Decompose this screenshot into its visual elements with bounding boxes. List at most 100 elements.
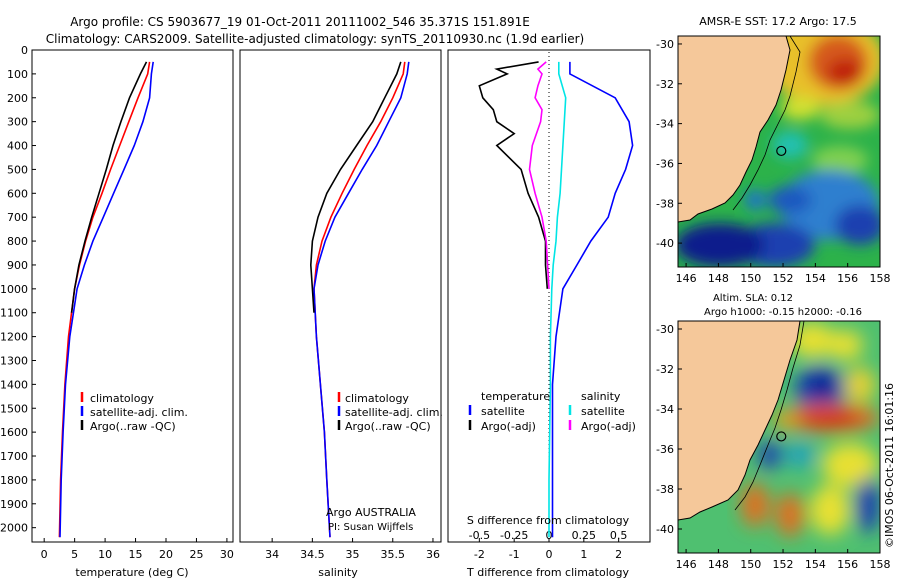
s-tick-label: 0.5 — [610, 529, 628, 542]
lat-tick-label: -32 — [656, 78, 674, 91]
depth-tick-label: 1800 — [0, 474, 28, 487]
salinity-legend: climatology satellite-adj. clim. Argo(..… — [337, 392, 443, 433]
x-tick-label: -2 — [474, 548, 485, 561]
salinity-axes-box — [239, 49, 442, 543]
depth-tick-label: 1900 — [0, 498, 28, 511]
lon-tick-label: 146 — [676, 558, 697, 571]
x-tick-label: 5 — [71, 548, 78, 561]
series-temperature-argo-adj — [478, 61, 549, 289]
lat-tick-label: -40 — [656, 523, 674, 536]
x-tick-label: 34 — [265, 548, 279, 561]
s-tick-label: -0.5 — [469, 529, 490, 542]
legend-label-argo: Argo(..raw -QC) — [345, 420, 431, 433]
lon-tick-label: 156 — [837, 558, 858, 571]
owner-label: Argo AUSTRALIA — [326, 506, 416, 519]
legend-label-argo: Argo(..raw -QC) — [90, 420, 176, 433]
x-tick-label: -1 — [509, 548, 520, 561]
x-tick-label: 35 — [346, 548, 360, 561]
lon-tick-label: 156 — [837, 272, 858, 285]
legend-label-s-satellite: satellite — [581, 405, 625, 418]
sla-map: Altim. SLA: 0.12 Argo h1000: -0.15 h2000… — [656, 293, 890, 571]
legend-label-climatology: climatology — [345, 392, 409, 405]
depth-tick-label: 600 — [7, 187, 28, 200]
sst-land — [678, 36, 791, 223]
x-tick-label: 35.5 — [381, 548, 406, 561]
sst-argo-marker — [776, 145, 787, 157]
legend-label-t-argo: Argo(-adj) — [481, 420, 536, 433]
depth-tick-label: 1600 — [0, 426, 28, 439]
sla-land — [678, 321, 801, 521]
temperature-panel: 0100200300400500600700800900100011001200… — [0, 44, 234, 579]
depth-tick-label: 1700 — [0, 450, 28, 463]
lat-tick-label: -38 — [656, 197, 674, 210]
temperature-xlabel: temperature (deg C) — [75, 566, 188, 579]
x-tick-label: 1 — [580, 548, 587, 561]
legend-label-satellite: satellite-adj. clim. — [345, 406, 443, 419]
sla-map-subtitle: Argo h1000: -0.15 h2000: -0.16 — [704, 307, 862, 318]
x-tick-label: 0 — [546, 548, 553, 561]
x-tick-label: 0 — [41, 548, 48, 561]
lon-tick-label: 150 — [740, 558, 761, 571]
sst-blobs — [678, 36, 880, 267]
t-difference-label: T difference from climatology — [466, 566, 629, 579]
lat-tick-label: -30 — [656, 38, 674, 51]
series-salinity-argo-adj — [528, 61, 550, 289]
x-tick-label: 10 — [98, 548, 112, 561]
lon-tick-label: 150 — [740, 272, 761, 285]
difference-legend: temperature satellite Argo(-adj) salinit… — [468, 390, 636, 433]
series-argo-raw-qc — [309, 61, 402, 313]
lon-tick-label: 154 — [805, 272, 826, 285]
difference-lines — [478, 61, 634, 538]
temperature-ticks: 0100200300400500600700800900100011001200… — [0, 44, 234, 561]
depth-tick-label: 300 — [7, 116, 28, 129]
depth-tick-label: 100 — [7, 68, 28, 81]
salinity-panel: 34 34.5 35 35.5 36 salinity climatology sate… — [239, 49, 443, 579]
legend-label-s-argo: Argo(-adj) — [581, 420, 636, 433]
lat-tick-label: -34 — [656, 403, 674, 416]
salinity-xlabel: salinity — [318, 566, 358, 579]
lon-tick-label: 146 — [676, 272, 697, 285]
lon-tick-label: 158 — [870, 272, 891, 285]
depth-tick-label: 1000 — [0, 283, 28, 296]
series-satellite-adj-clim — [313, 61, 410, 538]
s-difference-label: S difference from climatology — [467, 514, 630, 527]
imos-timestamp: ©IMOS 06-Oct-2011 16:01:16 — [883, 383, 896, 548]
depth-tick-label: 800 — [7, 235, 28, 248]
depth-tick-label: 1400 — [0, 378, 28, 391]
salinity-lines — [309, 61, 410, 538]
depth-tick-label: 900 — [7, 259, 28, 272]
salinity-ticks: 34 34.5 35 35.5 36 — [265, 538, 440, 561]
series-salinity-satellite — [548, 61, 567, 538]
lat-tick-label: -36 — [656, 443, 674, 456]
depth-tick-label: 0 — [21, 44, 28, 57]
lon-tick-label: 152 — [773, 558, 794, 571]
pi-label: PI: Susan Wijffels — [328, 522, 413, 533]
sla-map-title: Altim. SLA: 0.12 — [713, 293, 793, 304]
lat-tick-label: -36 — [656, 157, 674, 170]
depth-tick-label: 200 — [7, 92, 28, 105]
x-tick-label: 34.5 — [300, 548, 325, 561]
series-satellite-adj-clim — [59, 61, 154, 538]
x-tick-label: 36 — [426, 548, 440, 561]
depth-tick-label: 400 — [7, 140, 28, 153]
legend-title-salinity: salinity — [581, 390, 621, 403]
depth-tick-label: 2000 — [0, 522, 28, 535]
sst-map: AMSR-E SST: 17.2 Argo: 17.5 — [656, 15, 890, 285]
sla-isobath — [734, 321, 805, 511]
x-tick-label: 20 — [159, 548, 173, 561]
temperature-lines — [58, 61, 154, 538]
sst-map-ticks: 146 148 150 152 154 156 158 -30 -32 -34 -36 -38 -40 — [656, 38, 890, 285]
legend-label-satellite: satellite-adj. clim. — [90, 406, 188, 419]
legend-label-t-satellite: satellite — [481, 405, 525, 418]
depth-tick-label: 1100 — [0, 307, 28, 320]
figure-title-line1: Argo profile: CS 5903677_19 01-Oct-2011 … — [70, 15, 530, 29]
s-tick-label: 0.25 — [572, 529, 597, 542]
lat-tick-label: -38 — [656, 483, 674, 496]
x-tick-label: 30 — [220, 548, 234, 561]
figure-title-line2: Climatology: CARS2009. Satellite-adjuste… — [46, 32, 584, 46]
lat-tick-label: -32 — [656, 363, 674, 376]
difference-ticks: -2 -1 0 1 2-0.5 -0.25 0 0.25 0.5 — [469, 529, 628, 561]
sst-map-frame — [677, 35, 881, 268]
sla-field — [678, 321, 880, 553]
